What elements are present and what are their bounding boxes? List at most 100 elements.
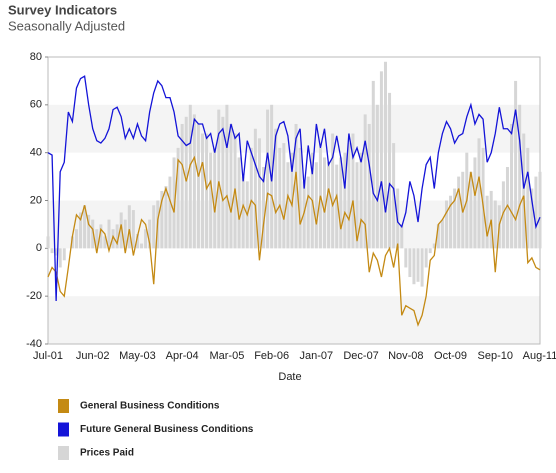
bar: [526, 147, 530, 249]
bar: [123, 219, 127, 249]
bar: [518, 104, 522, 249]
y-tick-label: -20: [26, 290, 42, 302]
y-tick-label: 40: [30, 147, 42, 159]
bar: [505, 167, 509, 249]
bar: [241, 176, 245, 249]
bar: [493, 200, 497, 249]
x-axis-label: Date: [278, 371, 301, 383]
bar: [481, 147, 485, 249]
bar: [83, 205, 87, 249]
x-tick-label: Jun-02: [76, 350, 110, 362]
bar: [388, 92, 392, 249]
bar: [192, 114, 196, 249]
chart-title: Survey Indicators: [8, 2, 117, 17]
bar: [453, 188, 457, 249]
legend-swatch: [58, 446, 69, 460]
bar: [140, 243, 144, 249]
bar: [70, 236, 74, 249]
x-tick-label: Jul-01: [33, 350, 63, 362]
bar: [510, 123, 514, 249]
legend-swatch: [58, 422, 69, 437]
bar: [229, 123, 233, 249]
bar: [184, 116, 188, 249]
bar: [253, 128, 257, 249]
bar: [371, 80, 375, 249]
bar: [359, 152, 363, 249]
bar: [257, 138, 261, 249]
x-tick-label: Feb-06: [254, 350, 289, 362]
chart-subtitle: Seasonally Adjusted: [8, 18, 125, 33]
bar: [327, 162, 331, 249]
bar: [440, 219, 444, 249]
bar: [412, 248, 416, 285]
bar: [164, 186, 168, 249]
bar: [367, 123, 371, 249]
bar: [196, 123, 200, 249]
bar: [46, 236, 50, 249]
x-tick-label: Sep-10: [478, 350, 513, 362]
bar: [351, 133, 355, 249]
bar: [119, 212, 123, 249]
bar: [343, 152, 347, 249]
bar: [225, 104, 229, 249]
x-tick-label: Oct-09: [434, 350, 467, 362]
bar: [400, 224, 404, 249]
bar: [131, 210, 135, 249]
line: [47, 155, 541, 327]
bar: [160, 190, 164, 249]
bar: [74, 229, 78, 249]
bar: [54, 248, 58, 256]
x-tick-label: Nov-08: [388, 350, 423, 362]
bar: [213, 147, 217, 249]
bar: [538, 171, 542, 249]
bar: [416, 248, 420, 282]
bar: [262, 167, 266, 249]
bar: [176, 147, 180, 249]
bar: [201, 133, 205, 249]
bar: [127, 205, 131, 249]
y-tick-label: 20: [30, 194, 42, 206]
band: [48, 296, 540, 344]
bar: [50, 248, 54, 254]
bar: [355, 162, 359, 249]
bar: [436, 224, 440, 249]
bar: [144, 229, 148, 249]
bar: [408, 248, 412, 278]
bar: [335, 164, 339, 249]
bar: [379, 71, 383, 249]
x-tick-label: Apr-04: [166, 350, 199, 362]
bar: [115, 224, 119, 249]
bar: [424, 248, 428, 268]
bar: [514, 80, 518, 249]
bar: [79, 212, 83, 249]
bar: [221, 116, 225, 249]
bar: [148, 219, 152, 249]
bar: [58, 248, 62, 268]
bar: [339, 157, 343, 249]
bar: [428, 248, 432, 254]
y-tick-label: 80: [30, 51, 42, 63]
bar: [469, 171, 473, 249]
band: [48, 104, 540, 153]
bar: [103, 236, 107, 249]
bar: [286, 162, 290, 249]
bar: [530, 188, 534, 249]
bar: [87, 214, 91, 249]
line: [47, 75, 541, 301]
bar: [457, 176, 461, 249]
bar: [237, 157, 241, 249]
bar: [392, 143, 396, 249]
bar: [249, 147, 253, 249]
bar: [522, 133, 526, 249]
bar: [444, 200, 448, 249]
bar: [205, 133, 209, 249]
bar: [135, 233, 139, 249]
bar: [331, 133, 335, 249]
bar: [99, 224, 103, 249]
bar: [107, 219, 111, 249]
bar: [168, 176, 172, 249]
bar: [420, 248, 424, 287]
bar: [485, 195, 489, 249]
bar: [274, 128, 278, 249]
